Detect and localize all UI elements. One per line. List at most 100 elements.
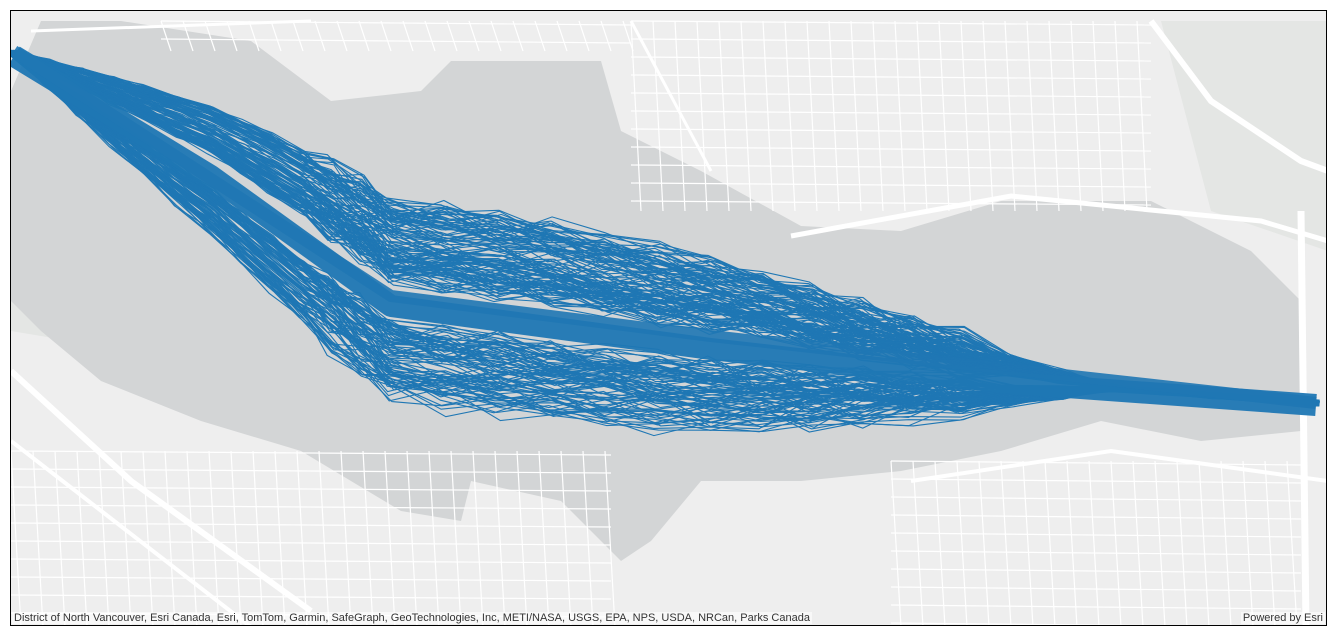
street [424, 20, 436, 52]
street [762, 20, 774, 212]
street-grid [11, 20, 1302, 625]
street [1070, 20, 1082, 212]
street [1026, 20, 1038, 212]
street [1264, 460, 1276, 625]
street [578, 20, 590, 52]
street [402, 20, 414, 52]
street [446, 20, 458, 52]
street [538, 450, 550, 625]
street [630, 128, 1152, 134]
street [916, 20, 928, 212]
street [1022, 460, 1034, 625]
street [11, 576, 612, 582]
vessel-tracks [11, 45, 1320, 437]
street [622, 20, 634, 52]
street [11, 522, 612, 528]
street [872, 20, 884, 212]
street [850, 20, 862, 212]
street [274, 450, 286, 625]
street [248, 20, 260, 52]
street [160, 38, 632, 44]
street [160, 20, 172, 52]
street [1110, 460, 1122, 625]
street [11, 450, 22, 625]
map-canvas [11, 19, 1326, 625]
street [674, 20, 686, 212]
street [556, 20, 568, 52]
map[interactable]: District of North Vancouver, Esri Canada… [10, 10, 1327, 626]
street [512, 20, 524, 52]
street [516, 450, 528, 625]
street [230, 450, 242, 625]
street [934, 460, 946, 625]
street [1198, 460, 1210, 625]
street [226, 20, 238, 52]
street [32, 450, 44, 625]
street [890, 604, 1302, 610]
street [560, 450, 572, 625]
street [630, 38, 1152, 44]
street [1092, 20, 1104, 212]
street [630, 20, 642, 212]
street [1154, 460, 1166, 625]
street [630, 182, 1152, 188]
roads [11, 19, 1326, 625]
street [76, 450, 88, 625]
street [806, 20, 818, 212]
street [890, 550, 1302, 556]
street [11, 558, 612, 564]
street [142, 450, 154, 625]
street [252, 450, 264, 625]
street [630, 92, 1152, 98]
street [1000, 460, 1012, 625]
street [270, 20, 282, 52]
street [296, 450, 308, 625]
street [318, 450, 330, 625]
street [652, 20, 664, 212]
street [358, 20, 370, 52]
street [1004, 20, 1016, 212]
street [490, 20, 502, 52]
street [630, 56, 1152, 62]
street [894, 20, 906, 212]
street [380, 20, 392, 52]
street [186, 450, 198, 625]
street [890, 532, 1302, 538]
street [890, 586, 1302, 592]
track-core [11, 45, 1317, 409]
street [1242, 460, 1254, 625]
street [890, 496, 1302, 502]
street [828, 20, 840, 212]
powered-by[interactable]: Powered by Esri [1240, 612, 1325, 624]
street [468, 20, 480, 52]
street [960, 20, 972, 212]
street [696, 20, 708, 212]
street [11, 486, 612, 492]
street [336, 20, 348, 52]
street [1176, 460, 1188, 625]
street [784, 20, 796, 212]
street [292, 20, 304, 52]
street [1088, 460, 1100, 625]
street [1048, 20, 1060, 212]
street [630, 200, 1152, 206]
street [98, 450, 110, 625]
street [1286, 460, 1298, 625]
street [120, 450, 132, 625]
street [1044, 460, 1056, 625]
street [630, 164, 1152, 170]
street [890, 460, 902, 625]
vessel-track [16, 51, 1316, 433]
street [164, 450, 176, 625]
street [1066, 460, 1078, 625]
attribution: District of North Vancouver, Esri Canada… [12, 612, 812, 624]
street [630, 74, 1152, 80]
street [11, 450, 612, 456]
street [604, 450, 616, 625]
street [208, 450, 220, 625]
street [494, 450, 506, 625]
street [982, 20, 994, 212]
street [938, 20, 950, 212]
street [11, 504, 612, 510]
street [204, 20, 216, 52]
